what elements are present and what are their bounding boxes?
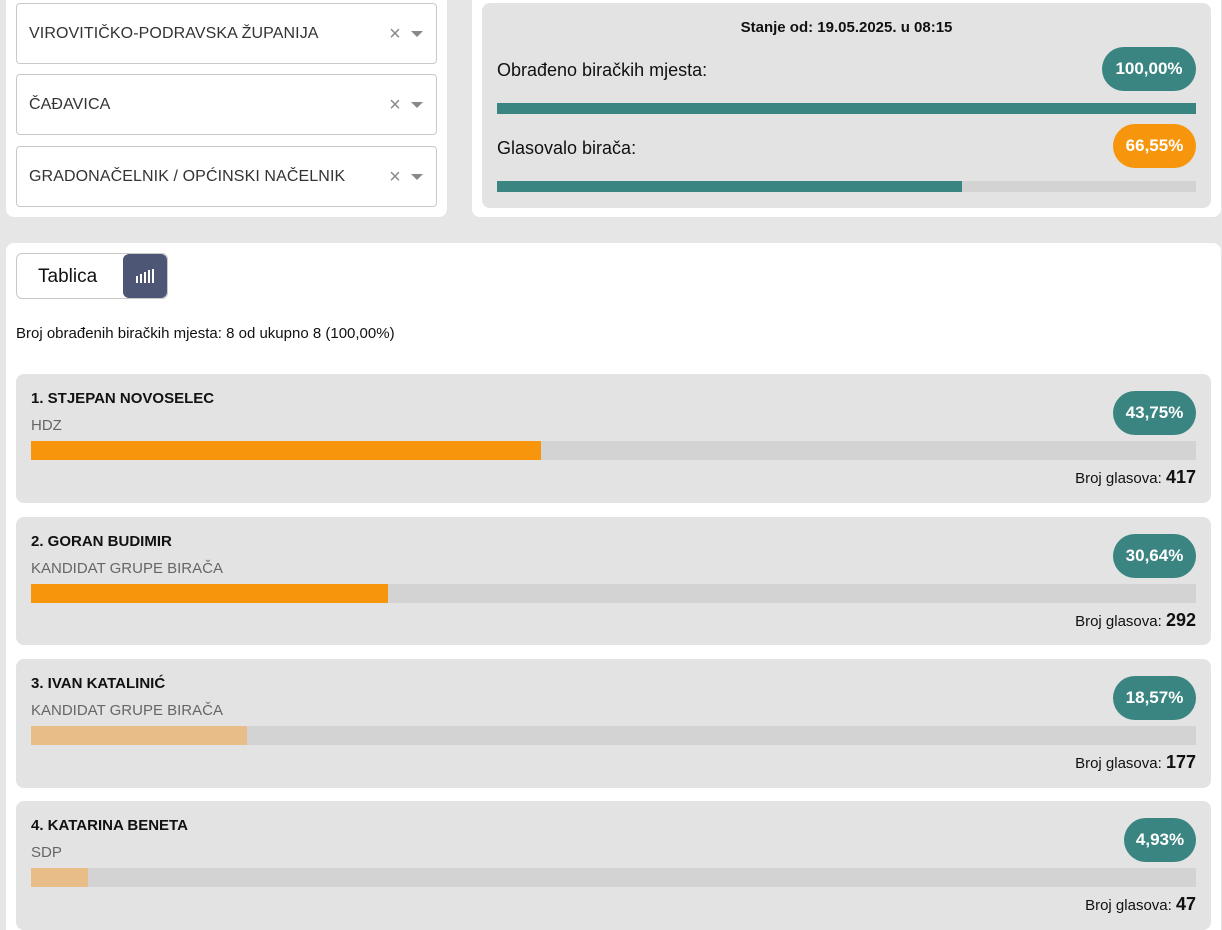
- votes-label: Broj glasova:: [1075, 470, 1162, 487]
- votes-count: 417: [1165, 467, 1196, 487]
- chart-view-button[interactable]: [123, 254, 167, 298]
- candidate-party: KANDIDAT GRUPE BIRAČA: [31, 702, 223, 719]
- votes-count: 177: [1165, 752, 1196, 772]
- county-select-value: VIROVITIČKO-PODRAVSKA ŽUPANIJA: [29, 24, 319, 42]
- candidate-vote-bar: [31, 868, 1196, 887]
- turnout-percent-badge: 66,55%: [1113, 124, 1196, 168]
- candidate-name: 1. STJEPAN NOVOSELEC: [31, 390, 215, 407]
- status-timestamp: Stanje od: 19.05.2025. u 08:15: [740, 19, 953, 36]
- status-panel: Stanje od: 19.05.2025. u 08:15 Obrađeno …: [472, 0, 1221, 217]
- processed-summary: Broj obrađenih biračkih mjesta: 8 od uku…: [16, 325, 395, 342]
- view-toggle: Tablica: [16, 253, 168, 299]
- candidate-vote-fill: [31, 868, 89, 887]
- chevron-down-icon[interactable]: [411, 30, 423, 37]
- candidate-votes: Broj glasova: 47: [1085, 894, 1196, 915]
- chevron-down-icon[interactable]: [411, 173, 423, 180]
- candidate-card: 2. GORAN BUDIMIR KANDIDAT GRUPE BIRAČA 3…: [16, 517, 1211, 645]
- county-select[interactable]: VIROVITIČKO-PODRAVSKA ŽUPANIJA ×: [16, 3, 437, 64]
- candidate-card: 4. KATARINA BENETA SDP 4,93% Broj glasov…: [16, 801, 1211, 930]
- processed-progress-fill: [497, 103, 1196, 114]
- filter-panel: VIROVITIČKO-PODRAVSKA ŽUPANIJA × ČAĐAVIC…: [6, 0, 447, 217]
- candidate-votes: Broj glasova: 177: [1075, 752, 1196, 773]
- candidate-percent-badge: 18,57%: [1113, 676, 1196, 720]
- bar-chart-icon: [136, 269, 154, 283]
- candidate-vote-bar: [31, 726, 1196, 745]
- candidate-vote-bar: [31, 584, 1196, 603]
- candidate-vote-fill: [31, 726, 248, 745]
- candidate-party: HDZ: [31, 417, 62, 434]
- candidate-votes: Broj glasova: 417: [1075, 467, 1196, 488]
- votes-count: 292: [1165, 610, 1196, 630]
- votes-label: Broj glasova:: [1075, 613, 1162, 630]
- turnout-label: Glasovalo birača:: [497, 138, 637, 158]
- table-view-button[interactable]: Tablica: [38, 266, 98, 287]
- chevron-down-icon[interactable]: [411, 101, 423, 108]
- status-box: Stanje od: 19.05.2025. u 08:15 Obrađeno …: [482, 3, 1211, 208]
- votes-count: 47: [1175, 894, 1196, 914]
- clear-municipality-icon[interactable]: ×: [389, 93, 401, 116]
- candidate-name: 2. GORAN BUDIMIR: [31, 533, 172, 550]
- clear-election-type-icon[interactable]: ×: [389, 165, 401, 188]
- turnout-progress-bar: [497, 181, 1196, 192]
- candidate-percent-badge: 30,64%: [1113, 534, 1196, 578]
- election-type-select[interactable]: GRADONAČELNIK / OPĆINSKI NAČELNIK ×: [16, 146, 437, 207]
- candidate-vote-bar: [31, 441, 1196, 460]
- processed-percent-badge: 100,00%: [1102, 47, 1196, 91]
- municipality-select-value: ČAĐAVICA: [29, 95, 111, 113]
- processed-label: Obrađeno biračkih mjesta:: [497, 60, 708, 80]
- results-panel: Tablica Broj obrađenih biračkih mjesta: …: [6, 243, 1221, 930]
- candidate-name: 4. KATARINA BENETA: [31, 817, 188, 834]
- candidate-vote-fill: [31, 584, 388, 603]
- candidate-votes: Broj glasova: 292: [1075, 610, 1196, 631]
- candidate-percent-badge: 4,93%: [1124, 818, 1196, 862]
- candidate-percent-badge: 43,75%: [1113, 391, 1196, 435]
- candidate-card: 3. IVAN KATALINIĆ KANDIDAT GRUPE BIRAČA …: [16, 659, 1211, 788]
- processed-progress-bar: [497, 103, 1196, 114]
- candidate-name: 3. IVAN KATALINIĆ: [31, 675, 166, 692]
- candidate-party: KANDIDAT GRUPE BIRAČA: [31, 560, 223, 577]
- turnout-progress-fill: [497, 181, 963, 192]
- election-type-select-value: GRADONAČELNIK / OPĆINSKI NAČELNIK: [29, 167, 346, 185]
- votes-label: Broj glasova:: [1075, 755, 1162, 772]
- municipality-select[interactable]: ČAĐAVICA ×: [16, 74, 437, 135]
- candidate-card: 1. STJEPAN NOVOSELEC HDZ 43,75% Broj gla…: [16, 374, 1211, 503]
- votes-label: Broj glasova:: [1085, 897, 1172, 914]
- clear-county-icon[interactable]: ×: [389, 22, 401, 45]
- candidate-vote-fill: [31, 441, 541, 460]
- candidate-party: SDP: [31, 844, 62, 861]
